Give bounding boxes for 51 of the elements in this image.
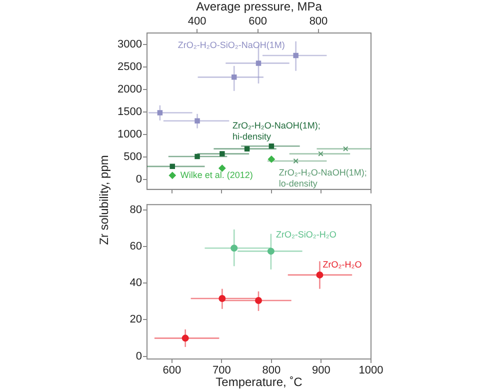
point	[268, 144, 274, 149]
y-tick-label: 20	[130, 314, 142, 326]
point	[293, 158, 298, 164]
series-label: ZrO₂-H₂O-SiO₂-NaOH(1M)	[178, 40, 285, 50]
series-label: ZrO₂-H₂O	[322, 259, 362, 270]
x-tick-label: 600	[162, 364, 182, 377]
y-tick-label: 1500	[118, 106, 142, 118]
x-tick-label: 800	[262, 364, 281, 377]
x-tick-label: 700	[212, 364, 231, 377]
series-label: Wilke et al. (2012)	[180, 170, 253, 180]
point	[157, 110, 163, 116]
y-tick-label: 0	[136, 174, 142, 186]
y-tick-label: 500	[124, 150, 142, 163]
y-tick-label: 40	[130, 277, 142, 290]
point	[342, 146, 348, 152]
point	[182, 334, 189, 342]
point	[316, 271, 324, 278]
point	[218, 164, 226, 172]
point	[218, 295, 226, 302]
point	[231, 74, 237, 80]
point	[244, 146, 250, 152]
point	[194, 154, 200, 160]
point	[230, 244, 238, 252]
x-axis-title: Temperature, ˚C	[216, 375, 303, 390]
x-tick-label: 900	[312, 364, 330, 377]
point	[194, 118, 200, 124]
point	[255, 297, 262, 304]
point	[168, 172, 176, 179]
point	[268, 156, 275, 163]
series-label: ZrO₂-H₂O-NaOH(1M); lo-density	[278, 167, 367, 188]
point	[318, 151, 324, 156]
point	[170, 164, 176, 170]
y-tick-label: 3000	[118, 38, 142, 50]
x2-tick-label: 800	[309, 15, 328, 28]
y-tick-label: 2000	[118, 83, 142, 96]
x-tick-label: 1000	[358, 364, 384, 377]
point	[293, 52, 298, 58]
point	[220, 151, 225, 156]
y-tick-label: 1000	[118, 128, 142, 140]
series-label: ZrO₂-H₂O-NaOH(1M); hi-density	[232, 120, 320, 142]
y-tick-label: 60	[130, 240, 142, 253]
y-tick-label: 0	[136, 350, 142, 362]
point	[267, 248, 274, 255]
x2-tick-label: 600	[248, 15, 267, 28]
point	[256, 60, 262, 66]
y-axis-title: Zr solubility, ppm	[96, 155, 111, 245]
series-label: ZrO₂-SiO₂-H₂O	[276, 230, 336, 240]
y-tick-label: 80	[130, 204, 142, 216]
y-tick-label: 2500	[118, 60, 142, 73]
x2-axis-title: Average pressure, MPa	[196, 0, 322, 14]
x2-tick-label: 400	[188, 15, 206, 28]
